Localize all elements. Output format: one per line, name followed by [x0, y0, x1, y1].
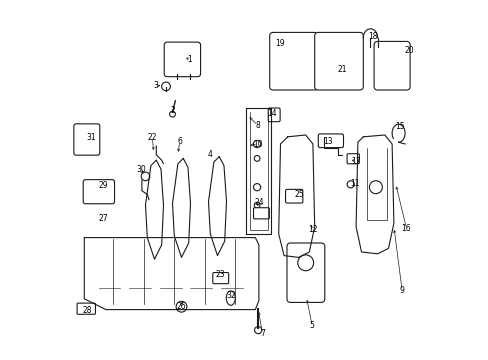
FancyBboxPatch shape — [318, 134, 343, 148]
Text: 8: 8 — [255, 121, 260, 130]
Text: 12: 12 — [307, 225, 317, 234]
Text: 13: 13 — [323, 137, 332, 146]
Text: 15: 15 — [394, 122, 404, 131]
Text: 23: 23 — [215, 270, 224, 279]
Text: 26: 26 — [176, 302, 186, 311]
FancyBboxPatch shape — [314, 32, 363, 90]
Text: 10: 10 — [253, 140, 263, 149]
Text: 16: 16 — [401, 224, 410, 233]
Text: 1: 1 — [187, 55, 192, 64]
Text: 2: 2 — [170, 106, 175, 115]
FancyBboxPatch shape — [164, 42, 200, 77]
Text: 14: 14 — [267, 109, 277, 117]
Text: 25: 25 — [294, 190, 304, 199]
FancyBboxPatch shape — [212, 273, 228, 284]
Text: 11: 11 — [349, 179, 359, 188]
Text: 24: 24 — [254, 198, 263, 207]
FancyBboxPatch shape — [373, 41, 409, 90]
Text: 17: 17 — [350, 157, 360, 166]
Text: 28: 28 — [82, 306, 91, 315]
FancyBboxPatch shape — [77, 303, 95, 314]
Text: 4: 4 — [207, 150, 212, 159]
FancyBboxPatch shape — [286, 243, 324, 302]
Text: 22: 22 — [147, 133, 157, 142]
Text: 6: 6 — [177, 137, 182, 146]
FancyBboxPatch shape — [346, 154, 359, 164]
FancyBboxPatch shape — [268, 108, 280, 122]
Text: 19: 19 — [274, 40, 284, 49]
Text: 30: 30 — [136, 165, 145, 174]
FancyBboxPatch shape — [253, 208, 269, 219]
Text: 9: 9 — [399, 287, 404, 295]
Text: 20: 20 — [404, 46, 413, 55]
Text: 29: 29 — [99, 181, 108, 190]
Text: 5: 5 — [309, 321, 314, 330]
Text: 32: 32 — [226, 292, 236, 300]
Text: 21: 21 — [337, 65, 346, 74]
Text: 18: 18 — [368, 32, 377, 41]
Text: 31: 31 — [86, 133, 96, 142]
Text: 27: 27 — [99, 214, 108, 223]
FancyBboxPatch shape — [74, 124, 100, 155]
FancyBboxPatch shape — [285, 189, 302, 203]
Text: 7: 7 — [260, 329, 264, 338]
FancyBboxPatch shape — [83, 180, 114, 204]
Text: 3: 3 — [154, 81, 159, 90]
FancyBboxPatch shape — [269, 32, 318, 90]
